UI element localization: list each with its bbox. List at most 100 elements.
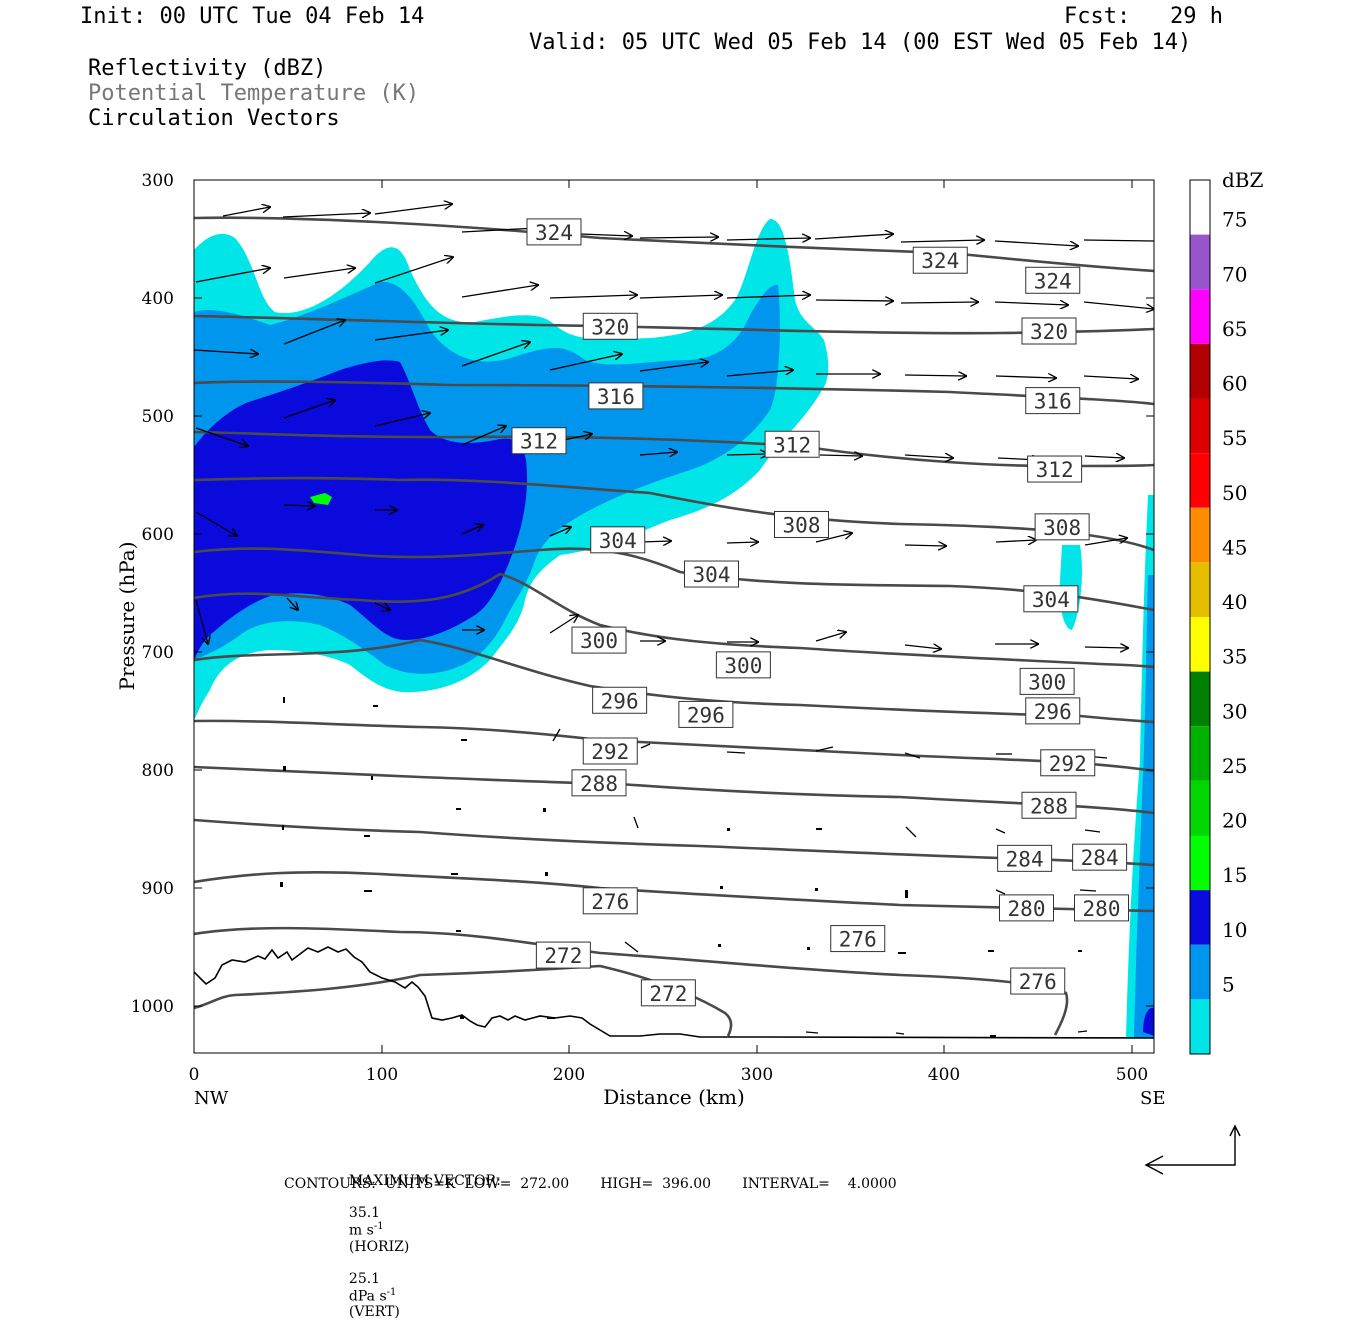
contour-label-text: 312 [773, 433, 811, 457]
colorbar-frame [1189, 179, 1211, 1055]
max-vector-horiz-units: m s [348, 1222, 374, 1239]
contour-label-text: 276 [839, 928, 877, 952]
contour-label-text: 272 [544, 944, 582, 968]
max-vector-vert-value: 25.1 [348, 1270, 381, 1287]
field-theta-label: Potential Temperature (K) [88, 81, 420, 106]
contour-label: 284 [997, 844, 1053, 872]
contour-label-box [571, 626, 627, 654]
theta-contour-272 [194, 964, 733, 1037]
contour-label-text: 304 [599, 529, 637, 553]
contour-label-text: 304 [693, 563, 731, 587]
contour-label-text: 272 [649, 982, 687, 1006]
contour-label: 312 [1027, 455, 1083, 483]
contour-label-text: 284 [1081, 846, 1119, 870]
contour-label-text: 296 [1034, 700, 1072, 724]
y-tick-label: 700 [142, 643, 174, 663]
contour-label: 304 [1023, 585, 1079, 613]
contour-label-box [535, 941, 591, 969]
theta-contour-288 [194, 765, 1154, 815]
contour-label-text: 312 [1036, 458, 1074, 482]
colorbar-level-label: 5 [1222, 972, 1235, 996]
contour-label: 308 [774, 510, 829, 538]
contour-label: 276 [830, 925, 886, 953]
init-time: Init: 00 UTC Tue 04 Feb 14 [80, 4, 425, 29]
max-vector-horiz-tag: (HORIZ) [348, 1238, 410, 1255]
contour-label-text: 320 [1030, 320, 1068, 344]
contour-label-box [511, 427, 567, 455]
colorbar-level-label: 20 [1222, 809, 1247, 833]
contour-label-box [1021, 791, 1077, 819]
contour-label-text: 300 [580, 629, 618, 653]
contour-label-box [588, 382, 644, 410]
contour-label: 276 [1010, 967, 1066, 995]
colorbar-level-label: 75 [1222, 208, 1247, 232]
contour-label: 324 [1025, 266, 1081, 294]
unit-exponent: -1 [386, 1286, 397, 1298]
contour-label-text: 324 [1034, 269, 1072, 293]
refl-10-dbz-se-edge [1134, 575, 1154, 1038]
contour-label-text: 288 [1030, 794, 1068, 818]
contour-label-box [1021, 317, 1077, 345]
colorbar-level-label: 70 [1222, 262, 1247, 286]
y-axis-ticks [194, 179, 1154, 1007]
field-reflectivity-label: Reflectivity (dBZ) [88, 56, 327, 81]
x-tick-label: 400 [928, 1065, 960, 1085]
y-tick-label: 600 [142, 525, 174, 545]
theta-contour-292 [194, 719, 1154, 773]
colorbar-level-label: 60 [1222, 372, 1247, 396]
contour-label-box [997, 844, 1053, 872]
contour-label: 284 [1072, 843, 1128, 871]
contour-label: 292 [582, 737, 638, 765]
x-tick-labels: 0 100 200 300 400 500 [189, 1065, 1149, 1085]
colorbar-segment [1190, 289, 1210, 344]
contour-label: 280 [1074, 894, 1129, 922]
contour-label-box [640, 979, 696, 1007]
theta-contour-308 [194, 476, 1154, 552]
colorbar-segment [1190, 180, 1210, 235]
contour-label-box [830, 925, 886, 953]
x-tick-label: 100 [366, 1065, 398, 1085]
contour-label-box [1027, 455, 1083, 483]
contour-label: 316 [1025, 387, 1081, 415]
terrain-line [194, 946, 1154, 1039]
contour-label-text: 316 [1034, 390, 1072, 414]
contour-label-box [1072, 843, 1128, 871]
theta-contour-276 [194, 926, 1069, 1036]
colorbar-segment [1190, 562, 1210, 617]
contour-labels: 324 324 324 320 320 316 316 312 312 312 308 308 304 3… [511, 218, 1129, 1007]
unit-exponent: -1 [373, 1221, 384, 1232]
colorbar-segment [1190, 617, 1210, 672]
x-end-label-nw: NW [194, 1088, 229, 1109]
contour-label: 304 [684, 560, 739, 588]
contour-label-box [1010, 967, 1066, 995]
theta-contour-324 [194, 216, 1154, 273]
contour-label-box [590, 526, 646, 554]
colorbar-level-label: 65 [1222, 317, 1247, 341]
contour-label-text: 296 [601, 689, 639, 713]
contour-label: 292 [1040, 749, 1096, 777]
contour-label-box [526, 218, 582, 246]
colorbar-segment [1190, 890, 1210, 945]
colorbar-title: dBZ [1222, 168, 1264, 192]
contour-label: 272 [535, 941, 591, 969]
x-end-label-se: SE [1140, 1088, 1165, 1109]
contour-label-text: 316 [597, 385, 635, 409]
contour-label: 296 [678, 700, 734, 728]
contour-label: 300 [1019, 667, 1075, 695]
contour-label: 316 [588, 382, 644, 410]
theta-contour-304 [194, 547, 1154, 612]
colorbar: 5 10 15 20 25 30 35 40 45 50 55 60 65 70 75 [1189, 179, 1247, 1055]
valid-time: Valid: 05 UTC Wed 05 Feb 14 (00 EST Wed … [529, 30, 1192, 55]
contour-label-box [1023, 585, 1079, 613]
contour-label-text: 296 [687, 703, 725, 727]
refl-15-dbz-se-core [1143, 1007, 1154, 1036]
contour-label-box [582, 312, 638, 340]
x-tick-label: 300 [741, 1065, 773, 1085]
y-tick-label: 400 [142, 289, 174, 309]
colorbar-level-label: 25 [1222, 754, 1247, 778]
contour-label-text: 284 [1006, 847, 1044, 871]
colorbar-segment [1190, 944, 1210, 1000]
reflectivity-shading [194, 218, 1154, 1038]
contour-label-box [999, 894, 1054, 922]
y-tick-labels: 300 400 500 600 700 800 900 1000 [131, 171, 174, 1017]
